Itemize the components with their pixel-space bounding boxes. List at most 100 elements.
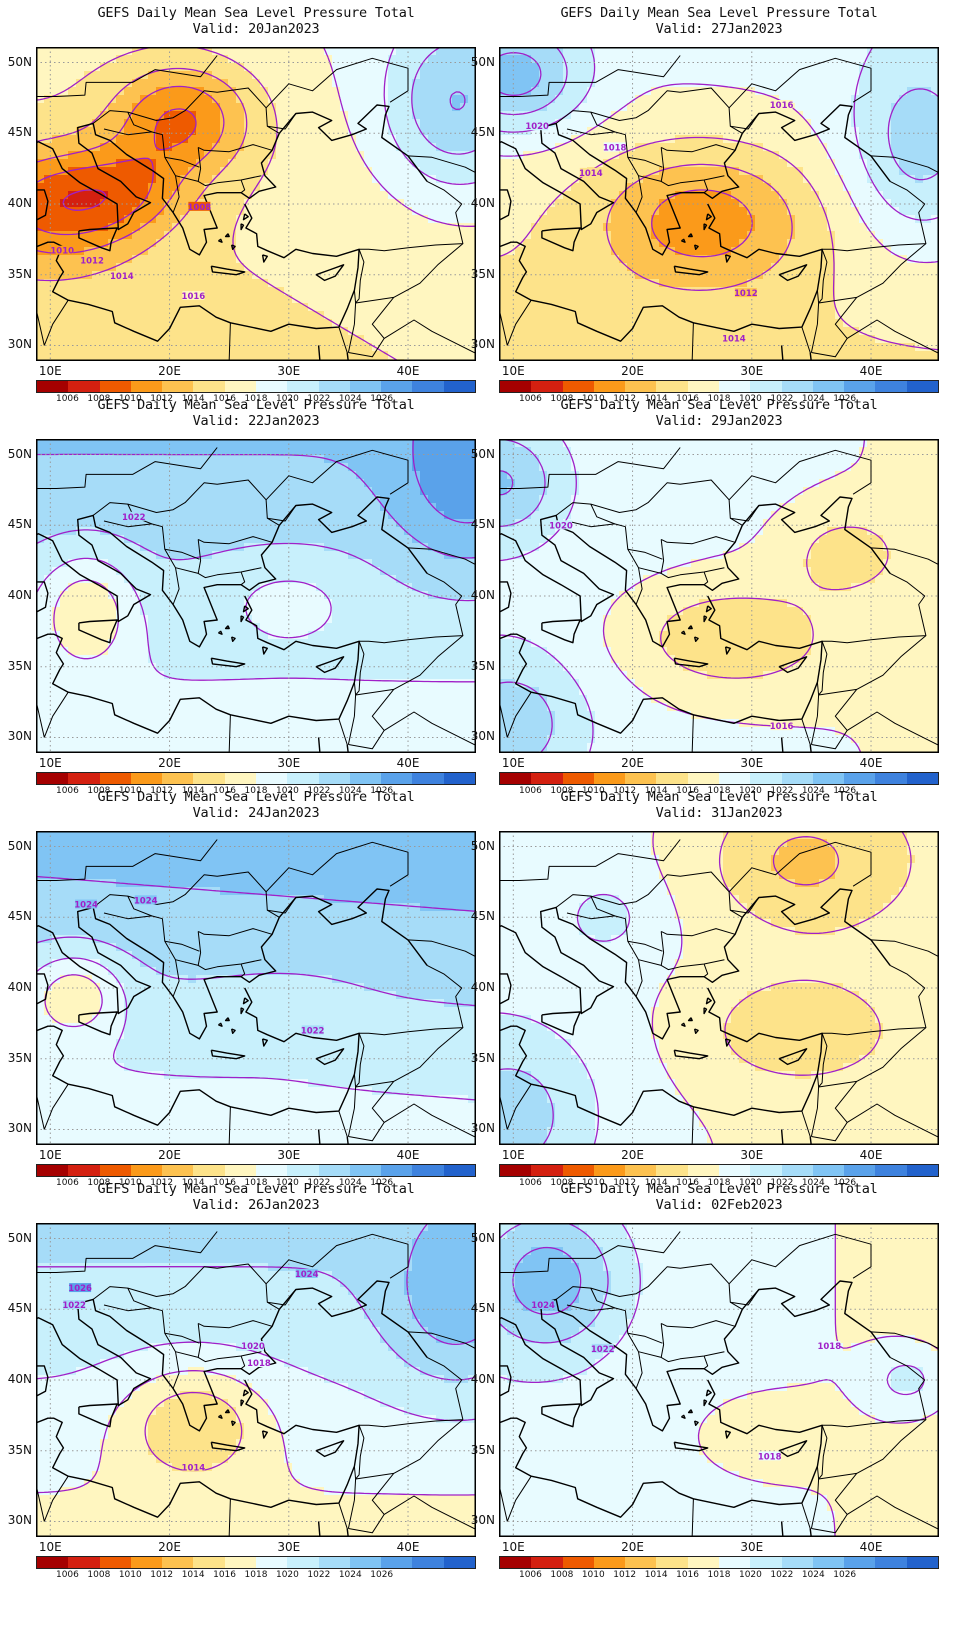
lat-tick-label: 40N: [470, 980, 495, 994]
colorbar-swatch: [443, 1165, 475, 1176]
colorbar-tick-label: 1006: [518, 394, 542, 404]
colorbar-swatch: [193, 1165, 225, 1176]
colorbar-tick-label: 1016: [213, 1570, 237, 1580]
colorbar-swatch: [68, 1165, 100, 1176]
pressure-fill: [36, 831, 476, 1145]
isobar-label: 1014: [722, 334, 746, 344]
isobar-lines: [36, 875, 476, 1101]
pressure-map: 1024 1026 1022 1020 1018 1014: [36, 1223, 476, 1537]
colorbar-swatch: [625, 381, 657, 392]
lon-tick-label: 40E: [396, 1540, 420, 1554]
pressure-fill: [499, 1223, 939, 1537]
isobar-label: 1020: [241, 1342, 265, 1352]
colorbar-tick-label: 1014: [181, 394, 205, 404]
colorbar-tick-label: 1020: [738, 786, 762, 796]
colorbar-swatch: [781, 1165, 813, 1176]
colorbar-tick-label: 1014: [644, 394, 668, 404]
colorbar-swatch: [162, 773, 194, 784]
lon-tick-label: 10E: [501, 1148, 525, 1162]
colorbar-swatch: [718, 1165, 751, 1176]
colorbar-swatch: [906, 1165, 938, 1176]
colorbar-tick-label: 1024: [801, 786, 825, 796]
colorbar-swatch: [224, 773, 256, 784]
lon-tick-label: 20E: [158, 364, 181, 378]
colorbar-tick-label: 1026: [833, 394, 857, 404]
colorbar-swatch: [130, 1165, 163, 1176]
colorbar-tick-label: 1014: [181, 1178, 205, 1188]
colorbar-swatch: [750, 773, 782, 784]
isobar-label: 1016: [182, 292, 206, 302]
colorbar-swatch: [656, 381, 688, 392]
colorbar-tick-label: 1024: [801, 1178, 825, 1188]
colorbar-swatch: [193, 381, 225, 392]
colorbar-tick-label: 1012: [150, 1178, 174, 1188]
panel-title: GEFS Daily Mean Sea Level Pressure Total: [560, 789, 878, 805]
colorbar-swatch: [812, 381, 845, 392]
lat-tick-label: 30N: [470, 337, 495, 352]
colorbar-swatch: [381, 1165, 413, 1176]
lat-tick-label: 45N: [7, 125, 32, 140]
colorbar-swatch: [625, 773, 657, 784]
colorbar-swatch: [318, 381, 350, 392]
colorbar-swatch: [531, 381, 563, 392]
coastlines-borders: [36, 447, 476, 753]
colorbar-swatch: [593, 773, 626, 784]
lat-tick-label: 30N: [470, 1121, 495, 1136]
colorbar-swatch: [875, 1557, 907, 1568]
lon-tick-label: 40E: [396, 364, 420, 378]
colorbar-swatch: [656, 773, 688, 784]
colorbar-tick-label: 1010: [581, 394, 605, 404]
coastlines-borders: [36, 839, 476, 1145]
panel-valid-date: Valid: 24Jan2023: [192, 805, 320, 821]
colorbar-swatch: [625, 1165, 657, 1176]
colorbar: [36, 1164, 476, 1177]
colorbar-swatch: [287, 381, 319, 392]
panel-title: GEFS Daily Mean Sea Level Pressure Total: [97, 1181, 415, 1197]
isobar-lines: [36, 1223, 476, 1496]
pressure-map: 1022: [36, 439, 476, 753]
lon-tick-label: 40E: [859, 1148, 883, 1162]
isobar-label: 1014: [110, 272, 134, 282]
map-panel: GEFS Daily Mean Sea Level Pressure Total…: [463, 1176, 945, 1586]
coastlines-borders: [36, 55, 476, 361]
panel-valid-date: Valid: 22Jan2023: [192, 413, 320, 429]
pressure-map-svg: 1020 1016: [499, 439, 939, 753]
pressure-map-svg: 1024 1026 1022 1020 1018 1014: [36, 1223, 476, 1537]
lat-tick-label: 35N: [7, 1050, 32, 1065]
colorbar-swatch: [37, 773, 69, 784]
lat-tick-label: 30N: [7, 1121, 32, 1136]
lon-tick-label: 40E: [396, 1148, 420, 1162]
map-panel: GEFS Daily Mean Sea Level Pressure Total…: [463, 784, 945, 1194]
colorbar-tick-label: 1018: [244, 1178, 268, 1188]
panel-title: GEFS Daily Mean Sea Level Pressure Total: [97, 5, 415, 21]
colorbar-swatch: [687, 773, 719, 784]
colorbar-swatch: [906, 381, 938, 392]
colorbar-swatch: [224, 381, 256, 392]
pressure-map: 1024 1022 1018 1018: [499, 1223, 939, 1537]
lon-tick-label: 40E: [859, 756, 883, 770]
lat-tick-label: 45N: [7, 909, 32, 924]
colorbar-swatch: [381, 381, 413, 392]
colorbar-swatch: [875, 381, 907, 392]
colorbar-swatch: [287, 1165, 319, 1176]
colorbar-swatch: [750, 1557, 782, 1568]
colorbar-tick-label: 1016: [676, 786, 700, 796]
colorbar-swatch: [593, 1165, 626, 1176]
map-panel: GEFS Daily Mean Sea Level Pressure Total…: [0, 784, 482, 1194]
colorbar-swatch: [162, 1165, 194, 1176]
lat-tick-label: 50N: [7, 54, 32, 69]
colorbar-tick-label: 1006: [518, 786, 542, 796]
lat-tick-label: 40N: [470, 588, 495, 602]
colorbar-tick-label: 1022: [770, 1178, 794, 1188]
map-panel: GEFS Daily Mean Sea Level Pressure Total…: [0, 1176, 482, 1586]
lon-tick-label: 20E: [621, 1148, 644, 1162]
pressure-map: [499, 831, 939, 1145]
pressure-fill: [499, 831, 939, 1145]
colorbar-tick-label: 1016: [676, 1570, 700, 1580]
map-panel: GEFS Daily Mean Sea Level Pressure Total…: [0, 392, 482, 802]
colorbar: [499, 1164, 939, 1177]
panel-title: GEFS Daily Mean Sea Level Pressure Total: [560, 397, 878, 413]
colorbar-swatch: [625, 1557, 657, 1568]
colorbar-tick-label: 1010: [118, 1570, 142, 1580]
